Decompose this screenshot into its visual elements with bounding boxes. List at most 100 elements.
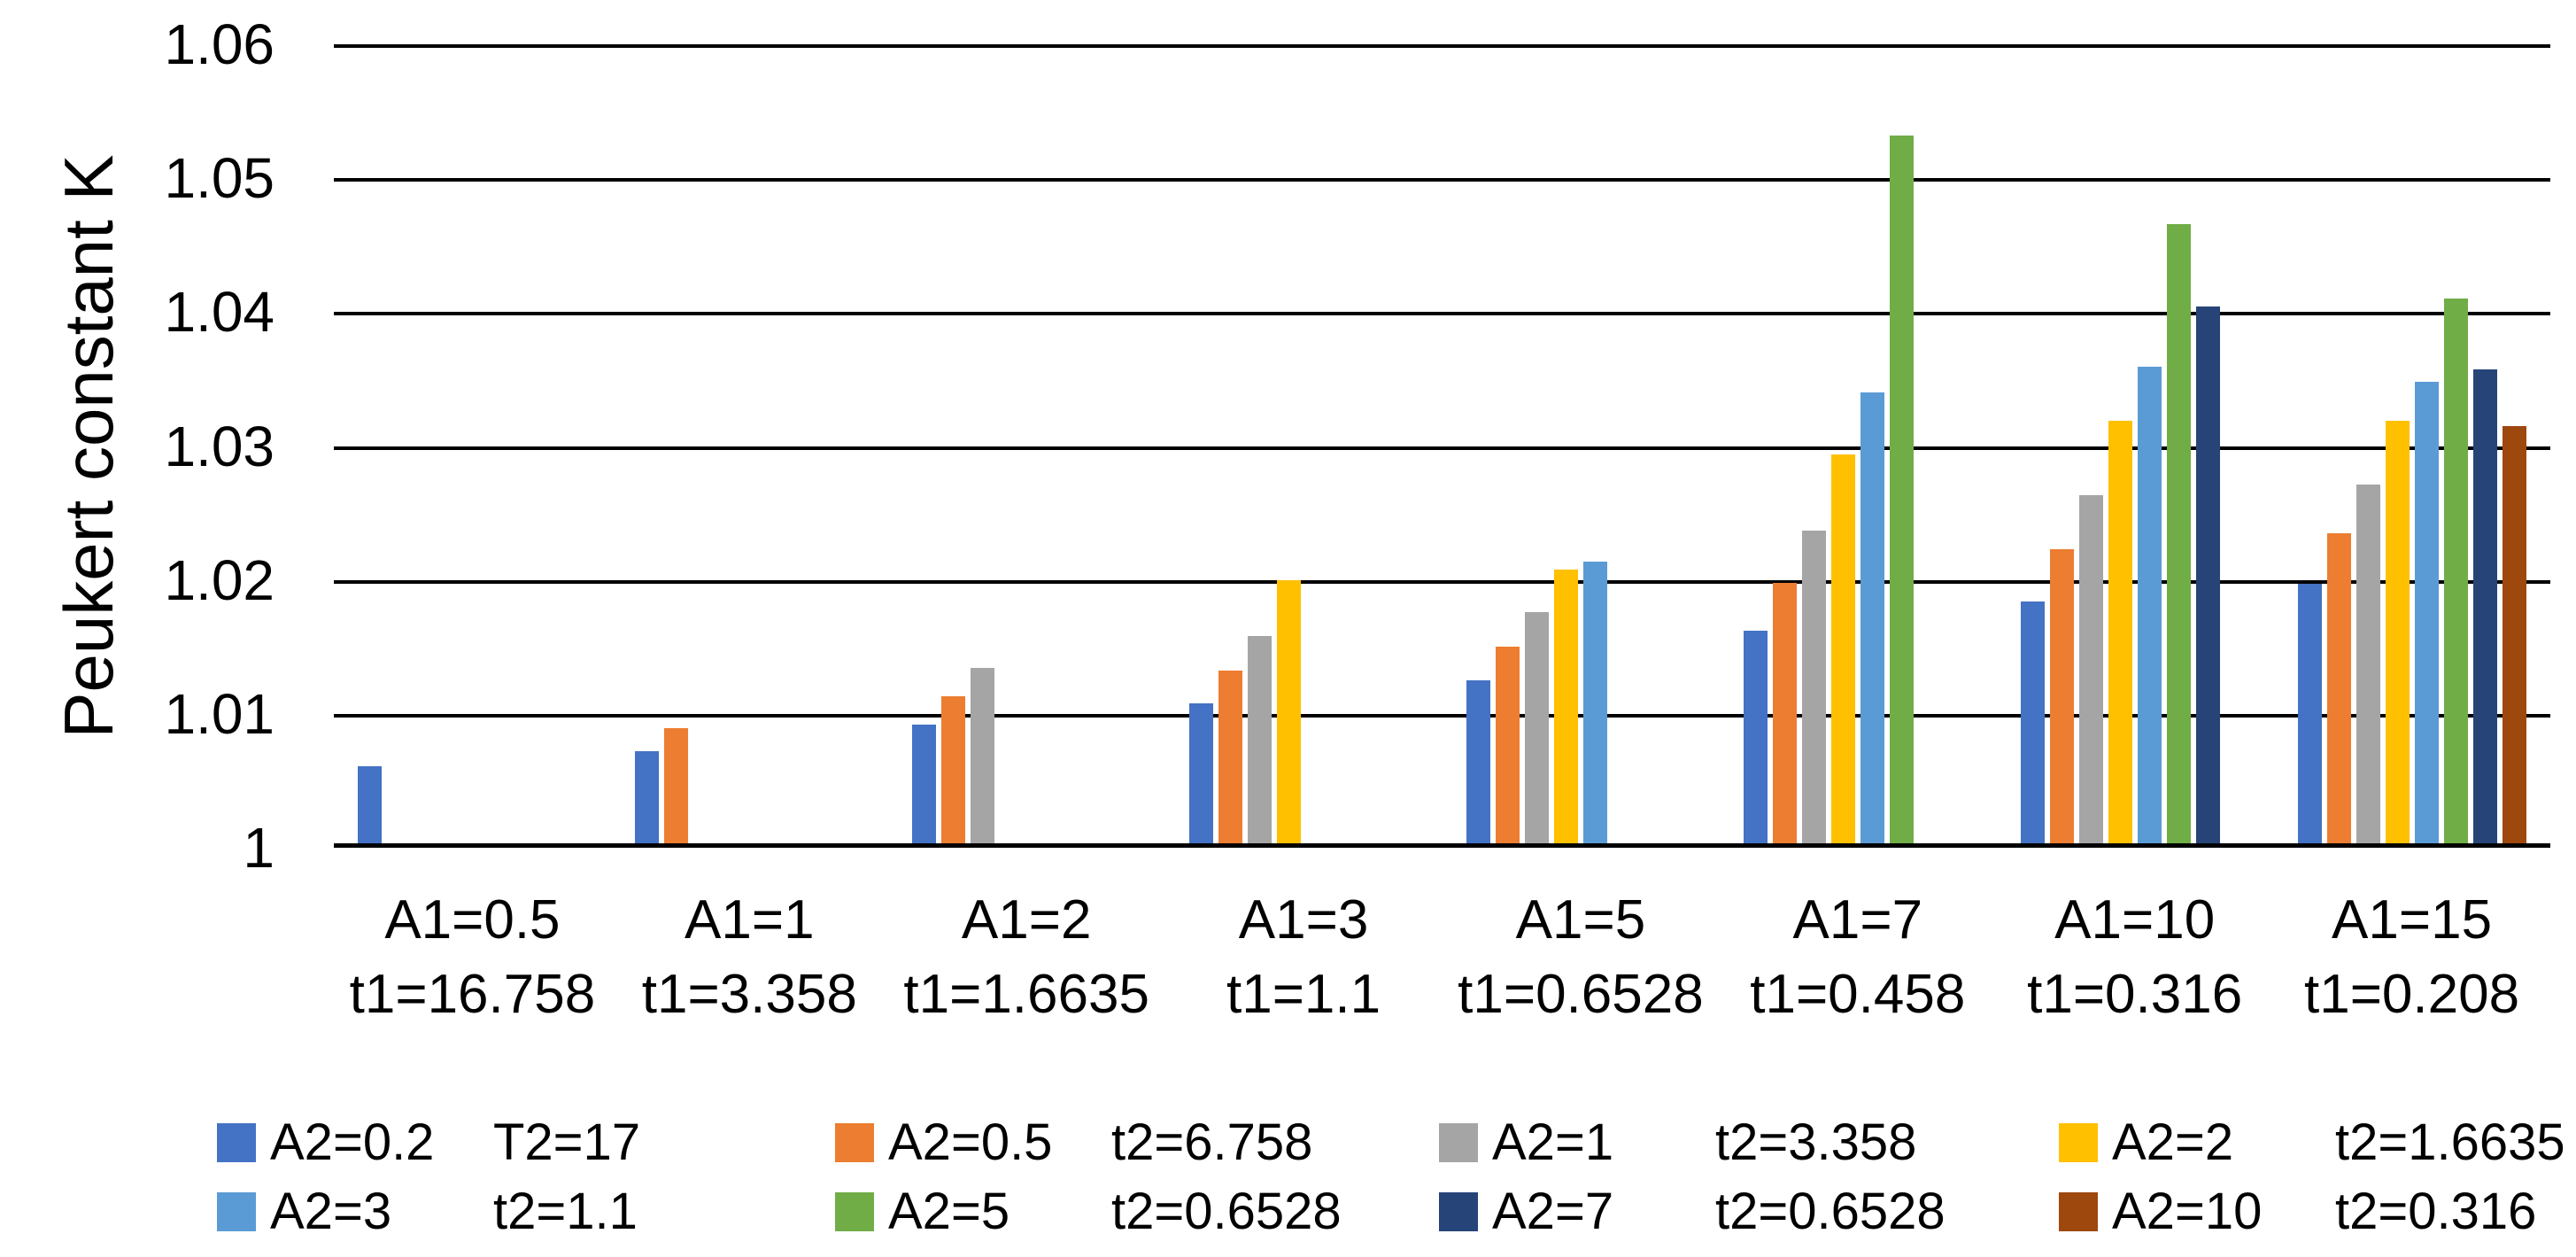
bar-slot (1770, 44, 1799, 848)
bar-slot (808, 44, 837, 848)
bar-slot (1493, 44, 1522, 848)
x-label-line2: t1=1.6635 (903, 964, 1149, 1025)
bar-slot (1799, 44, 1829, 848)
bar-A2=7-A1=15 (2472, 369, 2497, 848)
legend-item-A2=0.2: A2=0.2 T2=17 (217, 1114, 640, 1171)
bar-slot (1668, 44, 1698, 848)
legend-item-A2=10: A2=10 t2=0.316 (2059, 1183, 2536, 1240)
bar-slot (691, 44, 720, 848)
bar-A2=1-A1=5 (1524, 612, 1549, 848)
bar-group-A1=0.5 (334, 44, 611, 848)
x-category-label: A1=1 t1=3.358 (611, 886, 888, 1029)
bar-slot (1085, 44, 1114, 848)
bar-A2=2-A1=10 (2108, 421, 2132, 848)
bar-slot (909, 44, 939, 848)
bar-slot (1581, 44, 1610, 848)
y-tick-label: 1.04 (164, 280, 275, 344)
legend-a2-label: A2=5 (888, 1183, 1010, 1240)
bar-A2=3-A1=10 (2137, 367, 2162, 848)
bar-slot (414, 44, 443, 848)
legend-a2-label: A2=10 (2112, 1183, 2263, 1240)
bar-A2=0.2-A1=1 (635, 751, 660, 848)
y-tick-label: 1.02 (164, 548, 275, 612)
x-label-line1: A1=10 (2054, 889, 2216, 951)
legend-swatch-icon (1439, 1123, 1478, 1162)
bar-A2=2-A1=5 (1553, 570, 1578, 848)
bar-slot (1362, 44, 1391, 848)
legend-swatch-icon (2059, 1123, 2098, 1162)
bar-slot (749, 44, 778, 848)
x-category-label: A1=0.5 t1=16.758 (334, 886, 611, 1029)
x-label-line2: t1=0.458 (1750, 964, 1966, 1025)
bar-slot (2135, 44, 2164, 848)
bar-A2=0.2-A1=7 (1743, 631, 1768, 848)
gridline-1.06 (334, 44, 2550, 48)
y-tick-label: 1 (243, 816, 275, 880)
bar-slot (1610, 44, 1639, 848)
bar-A2=0.5-A1=2 (941, 696, 966, 848)
legend-a2-label: A2=3 (270, 1183, 392, 1240)
bar-group-A1=10 (1996, 44, 2273, 848)
gridline-1.04 (334, 312, 2550, 315)
legend-t2-label: t2=1.6635 (2335, 1113, 2565, 1171)
legend-t2-label: t2=0.6528 (1111, 1183, 1342, 1240)
legend-item-A2=1: A2=1 t2=3.358 (1439, 1114, 1916, 1171)
bar-group-A1=1 (611, 44, 888, 848)
bar-A2=1-A1=10 (2078, 495, 2103, 848)
bar-slot (632, 44, 661, 848)
bar-slot (2164, 44, 2193, 848)
bar-slot (1391, 44, 1420, 848)
legend-t2-label: t2=3.358 (1715, 1113, 1917, 1171)
bar-slot (2471, 44, 2500, 848)
legend-a2-label: A2=1 (1492, 1113, 1614, 1171)
bar-group-A1=5 (1443, 44, 1720, 848)
bar-slot (997, 44, 1026, 848)
x-label-line1: A1=0.5 (384, 889, 561, 951)
bar-A2=1-A1=2 (971, 668, 995, 848)
bar-A2=0.2-A1=0.5 (358, 766, 383, 848)
x-category-label: A1=5 t1=0.6528 (1443, 886, 1720, 1029)
bar-A2=3-A1=7 (1860, 392, 1884, 848)
x-label-line1: A1=7 (1792, 889, 1923, 951)
gridline-1.05 (334, 178, 2550, 182)
gridline-1.03 (334, 446, 2550, 450)
gridline-1.02 (334, 580, 2550, 584)
bar-slot (2295, 44, 2325, 848)
bar-slot (2354, 44, 2383, 848)
bar-A2=1-A1=7 (1801, 531, 1826, 848)
legend-item-A2=2: A2=2 t2=1.6635 (2059, 1114, 2565, 1171)
bar-slot (2106, 44, 2135, 848)
bar-A2=2-A1=15 (2385, 421, 2410, 848)
legend-a2-label: A2=7 (1492, 1183, 1614, 1240)
bar-slot (1056, 44, 1085, 848)
bar-slot (1026, 44, 1056, 848)
bar-slot (1916, 44, 1946, 848)
bar-group-A1=2 (888, 44, 1165, 848)
x-category-label: A1=3 t1=1.1 (1165, 886, 1443, 1029)
bar-slot (1187, 44, 1216, 848)
x-label-line1: A1=15 (2332, 889, 2493, 951)
bar-A2=0.2-A1=5 (1466, 680, 1490, 848)
bar-slot (560, 44, 589, 848)
bar-slot (1741, 44, 1770, 848)
gridline-1 (334, 843, 2550, 848)
bar-A2=0.2-A1=10 (2020, 601, 2045, 848)
bar-A2=2-A1=7 (1830, 454, 1855, 848)
bar-slot (1114, 44, 1143, 848)
bar-A2=0.5-A1=7 (1772, 583, 1797, 848)
bar-slot (2223, 44, 2252, 848)
legend-item-A2=7: A2=7 t2=0.6528 (1439, 1183, 1946, 1240)
bar-slot (1551, 44, 1581, 848)
bar-slot (1303, 44, 1333, 848)
legend-item-A2=5: A2=5 t2=0.6528 (835, 1183, 1342, 1240)
bar-slot (2412, 44, 2441, 848)
legend-a2-label: A2=0.5 (888, 1113, 1053, 1171)
bar-slot (2077, 44, 2106, 848)
legend-swatch-icon (217, 1123, 256, 1162)
bar-A2=3-A1=15 (2414, 382, 2439, 848)
bar-A2=5-A1=15 (2443, 299, 2468, 848)
bar-slot (1522, 44, 1551, 848)
bar-slot (1858, 44, 1887, 848)
bar-slot (472, 44, 501, 848)
